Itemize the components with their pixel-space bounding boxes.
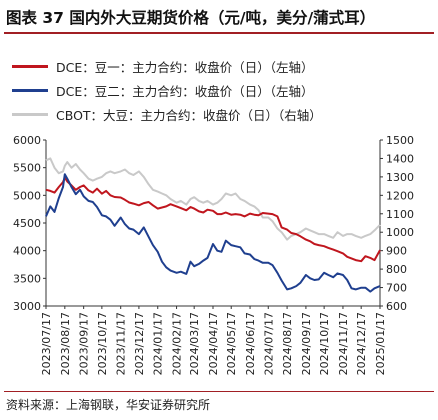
source-note: 资料来源：上海钢联，华安证券研究所 (6, 398, 211, 412)
x-tick-label: 2024/08/17 (281, 312, 294, 375)
title-divider (4, 32, 434, 34)
x-tick-label: 2024/11/17 (337, 312, 350, 375)
y-right-tick-label: 600 (386, 300, 407, 313)
x-tick-label: 2023/07/17 (40, 312, 53, 375)
legend-item-dce-soy2: DCE：豆二：主力合约：收盘价（日）（左轴） (12, 80, 432, 104)
y-right-tick-label: 1000 (386, 226, 414, 239)
legend-label-cbot-soy: CBOT：大豆：主力合约：收盘价（日）（右轴） (56, 108, 322, 123)
legend-swatch-dce-soy2 (12, 89, 48, 92)
line-chart: 3000 3500 4000 4500 5000 5500 6000 600 700 800 900… (13, 134, 414, 375)
y-left-tick-label: 4500 (13, 217, 41, 230)
y-right-tick-label: 700 (386, 282, 407, 295)
x-tick-label: 2024/12/17 (355, 312, 368, 375)
y-left-tick-label: 3000 (13, 300, 41, 313)
y-left-tick-label: 3500 (13, 272, 41, 285)
y-left-tick-label: 6000 (13, 134, 41, 147)
x-tick-label: 2024/07/17 (262, 312, 275, 375)
legend-item-dce-soy1: DCE：豆一：主力合约：收盘价（日）（左轴） (12, 56, 432, 80)
x-tick-label: 2025/01/17 (374, 312, 387, 375)
y-right-tick-label: 1100 (386, 208, 414, 221)
chart-legend: DCE：豆一：主力合约：收盘价（日）（左轴） DCE：豆二：主力合约：收盘价（日… (12, 56, 432, 128)
x-tick-label: 2024/05/17 (225, 312, 238, 375)
y-right-tick-label: 800 (386, 263, 407, 276)
series-line-dce-soy2 (45, 173, 381, 293)
legend-label-dce-soy2: DCE：豆二：主力合约：收盘价（日）（左轴） (56, 84, 314, 99)
y-right-tick-label: 900 (386, 245, 407, 258)
legend-swatch-dce-soy1 (12, 65, 48, 68)
y-left-tick-label: 5000 (13, 189, 41, 202)
legend-swatch-cbot-soy (12, 113, 48, 116)
x-tick-label: 2023/12/17 (133, 312, 146, 375)
x-tick-label: 2024/03/17 (188, 312, 201, 375)
x-tick-label: 2023/09/17 (78, 312, 91, 375)
series-line-dce-soy1 (45, 176, 381, 263)
y-left-tick-label: 4000 (13, 245, 41, 258)
chart-title: 图表 37 国内外大豆期货价格（元/吨，美分/蒲式耳） (6, 9, 376, 27)
legend-label-dce-soy1: DCE：豆一：主力合约：收盘价（日）（左轴） (56, 60, 314, 75)
y-left-tick-label: 5500 (13, 162, 41, 175)
y-right-tick-label: 1500 (386, 134, 414, 147)
x-tick-label: 2024/04/17 (207, 312, 220, 375)
y-right-tick-label: 1300 (386, 171, 414, 184)
x-tick-label: 2023/10/17 (96, 312, 109, 375)
source-divider (4, 391, 434, 392)
series-line-cbot-soy (45, 157, 381, 241)
x-tick-label: 2024/06/17 (244, 312, 257, 375)
y-right-tick-label: 1200 (386, 189, 414, 202)
legend-item-cbot-soy: CBOT：大豆：主力合约：收盘价（日）（右轴） (12, 104, 432, 128)
x-tick-label: 2024/01/17 (152, 312, 165, 375)
y-right-tick-label: 1400 (386, 152, 414, 165)
x-tick-label: 2023/11/17 (115, 312, 128, 375)
x-tick-label: 2024/02/17 (171, 312, 184, 375)
x-tick-label: 2024/10/17 (318, 312, 331, 375)
x-tick-label: 2024/09/17 (300, 312, 313, 375)
x-tick-label: 2023/08/17 (59, 312, 72, 375)
